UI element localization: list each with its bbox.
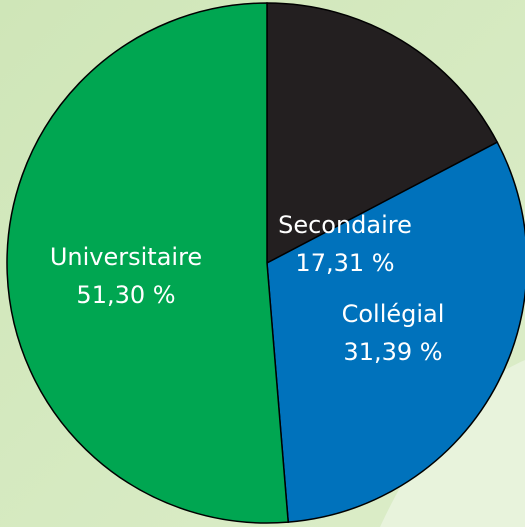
pie-labels: Secondaire 17,31 % Collégial 31,39 % Univers… (50, 211, 445, 366)
pie-slice (6, 2, 290, 524)
slice-value-label: 17,31 % (295, 249, 394, 277)
pie-slice (266, 141, 525, 523)
slice-value-label: 51,30 % (76, 281, 175, 309)
pie-slice (266, 2, 499, 265)
slice-label: Secondaire (278, 211, 412, 239)
pie (6, 2, 525, 524)
slice-label: Universitaire (50, 243, 202, 271)
slice-label: Collégial (342, 300, 445, 328)
slice-value-label: 31,39 % (343, 338, 442, 366)
